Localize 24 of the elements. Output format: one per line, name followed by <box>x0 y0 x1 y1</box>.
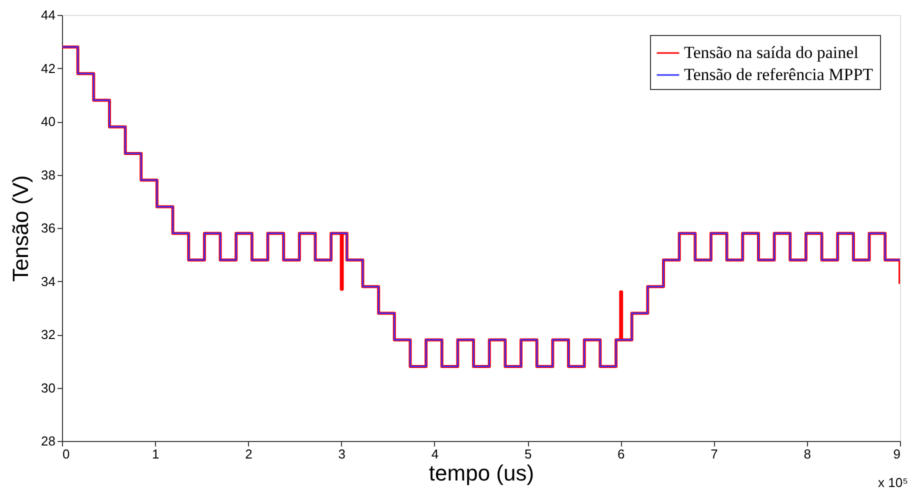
x-axis-title: tempo (us) <box>428 460 534 486</box>
y-tick-label: 34 <box>41 274 56 289</box>
y-tick-label: 38 <box>41 167 56 182</box>
y-tick-label: 28 <box>41 434 56 448</box>
x-tick-label: 1 <box>152 446 160 462</box>
y-tick-label: 42 <box>41 60 56 76</box>
x-tick-label: 7 <box>710 446 718 462</box>
y-tick-label: 30 <box>41 380 56 396</box>
x-tick-label: 0 <box>62 446 70 462</box>
y-axis-title: Tensão (V) <box>8 175 34 282</box>
y-tick-label: 40 <box>41 114 56 129</box>
text: x 10⁵ <box>878 475 908 490</box>
x-tick-label: 6 <box>618 446 625 462</box>
y-tick-label: 36 <box>41 220 56 236</box>
x-tick-label: 9 <box>893 446 900 462</box>
x-tick-label: 4 <box>431 446 439 462</box>
y-tick-label: 32 <box>41 327 56 342</box>
legend-label: Tensão de referência MPPT <box>684 65 874 84</box>
x-tick-label: 2 <box>245 446 252 462</box>
legend-label: Tensão na saída do painel <box>684 43 859 62</box>
x-tick-label: 8 <box>804 446 812 462</box>
y-tick-label: 44 <box>41 8 56 22</box>
x-tick-label: 5 <box>524 446 532 462</box>
x-tick-label: 3 <box>338 446 346 462</box>
